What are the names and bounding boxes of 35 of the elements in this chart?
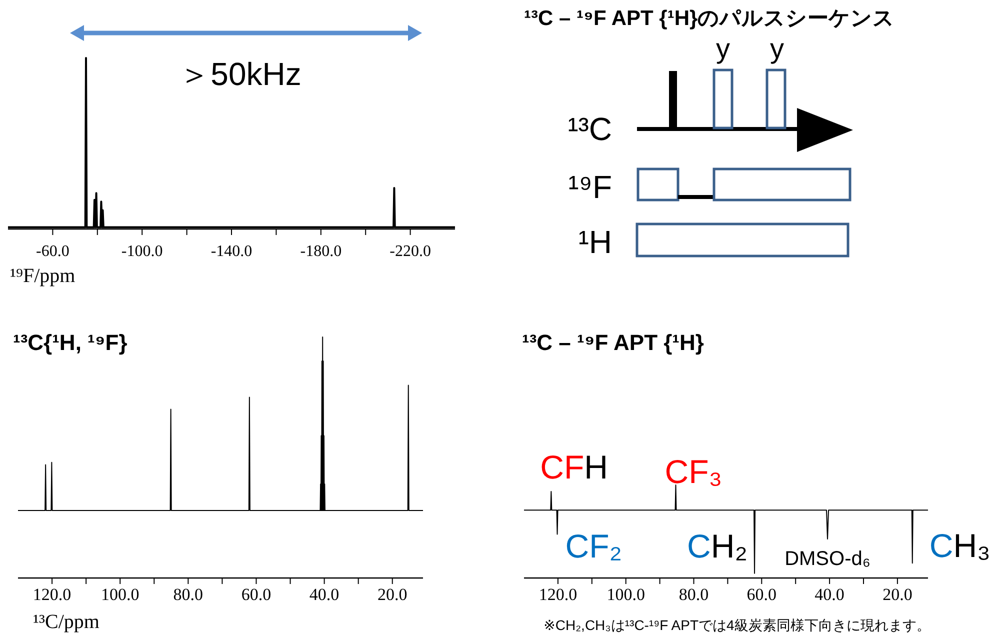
text: ※CH₂,CH₃は¹³C-¹⁹F APTでは4級炭素同様下向きに現れます。 [544,617,930,633]
annotation: CF₂ [565,527,622,564]
x-tick-label: 40.0 [309,585,340,604]
text: y [716,33,730,64]
x-axis-title: ¹⁹F/ppm [10,265,76,287]
x-tick-label: 80.0 [678,585,709,604]
annotation: CF₃ [664,453,722,490]
annotation: ＞50kHz [178,56,302,92]
x-tick-label: -140.0 [210,243,252,260]
x-tick-label: -60.0 [36,243,70,260]
annotation: CH₂ [687,527,748,564]
x-tick-label: 60.0 [241,585,272,604]
annotation: CH₃ [929,527,991,564]
x-tick-label: 100.0 [100,585,140,604]
x-tick-label: 120.0 [32,585,72,604]
annotation: DMSO-d₆ [784,548,870,570]
text: y [770,33,784,64]
x-tick-label: -220.0 [390,243,431,260]
annotation: CFH [540,448,608,486]
x-tick-label: 20.0 [882,585,912,604]
text: ¹⁹F [568,169,612,205]
x-tick-label: 60.0 [746,585,777,604]
text: ¹³C – ¹⁹F APT {¹H}のパルスシーケンス [524,7,895,30]
chart-title: ¹³C{¹H, ¹⁹F} [13,330,128,355]
chart-title: ¹³C – ¹⁹F APT {¹H} [522,330,704,355]
x-tick-label: -100.0 [121,243,163,260]
x-axis-title: ¹³C/ppm [33,611,100,633]
text: ¹H [578,224,612,260]
text: ¹³C [568,111,612,147]
x-tick-label: 40.0 [814,585,844,604]
x-tick-label: 80.0 [173,585,204,604]
x-tick-label: 20.0 [377,585,408,604]
x-tick-label: -180.0 [300,243,342,260]
x-tick-label: 120.0 [538,585,578,604]
x-tick-label: 100.0 [606,585,645,604]
